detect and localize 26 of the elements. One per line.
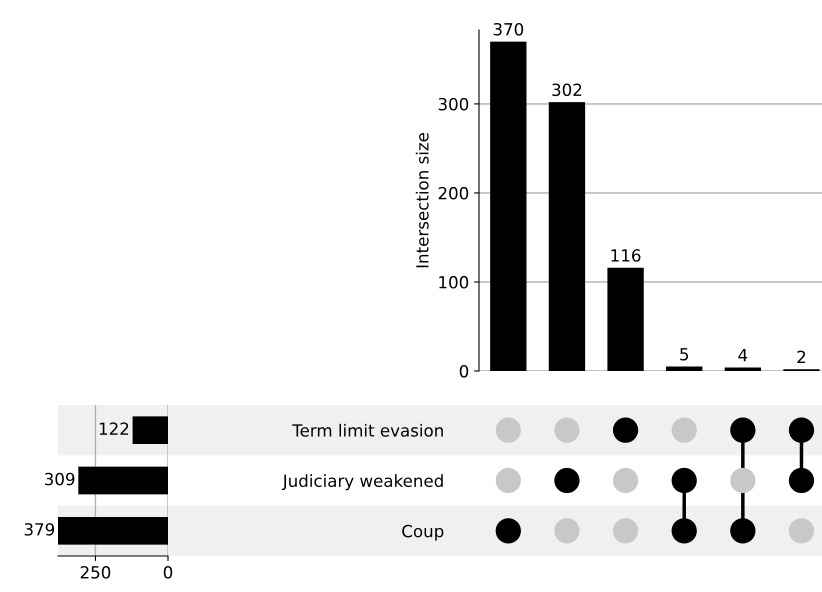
data-label: 379 [24, 523, 54, 536]
bar [132, 416, 168, 444]
data-label: 309 [44, 472, 74, 486]
bar [58, 516, 168, 545]
bar [490, 42, 526, 371]
data-label: 116 [612, 249, 640, 262]
category-label: Coup [402, 524, 444, 541]
y-tick-label: 200 [438, 186, 468, 200]
y-tick-label: 0 [460, 364, 468, 378]
y-tick-label: 300 [438, 98, 468, 110]
category-label: Judiciary weakened [282, 474, 443, 490]
y-axis-title: Intersection size [416, 133, 429, 268]
bar [78, 466, 168, 494]
data-label: 122 [100, 422, 128, 435]
data-label: 2 [797, 350, 806, 363]
x-tick-label: 250 [80, 566, 110, 579]
data-label: 5 [680, 348, 688, 361]
bar [666, 366, 702, 371]
data-label: 302 [552, 84, 582, 96]
data-label: 370 [494, 22, 524, 36]
bar [724, 367, 762, 371]
bar [607, 268, 644, 371]
y-tick-label: 100 [439, 276, 468, 289]
data-label: 4 [738, 349, 748, 362]
category-label: Term limit evasion [292, 424, 443, 437]
bar [548, 102, 586, 371]
